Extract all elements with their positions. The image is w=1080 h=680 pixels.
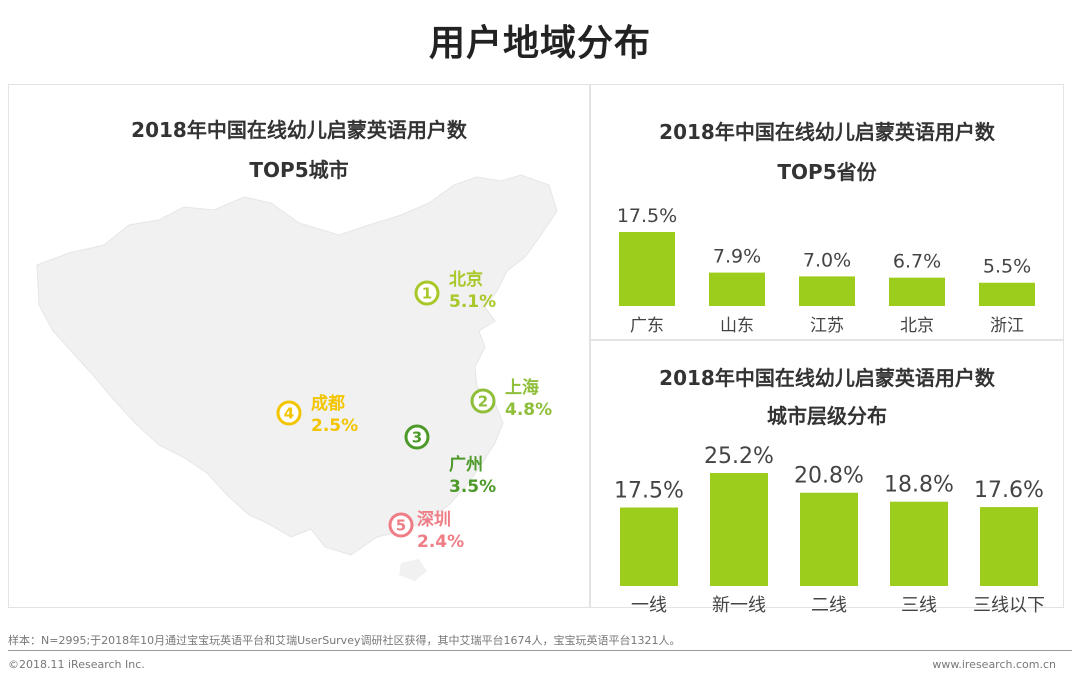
- city-rank-circle: [414, 280, 440, 306]
- bar-value-label: 20.8%: [794, 464, 864, 489]
- bar-value-label: 25.2%: [704, 444, 774, 469]
- bar-4: [890, 501, 948, 586]
- sample-footnote: 样本：N=2995;于2018年10月通过宝宝玩英语平台和艾瑞UserSurve…: [8, 634, 681, 647]
- bar-category-label: 三线: [901, 595, 937, 616]
- map-panel-title-line2: TOP5城市: [249, 158, 349, 182]
- city-rank: 1: [422, 285, 432, 303]
- city-rank: 3: [412, 429, 422, 447]
- bar-category-label: 三线以下: [973, 595, 1045, 616]
- bar-5: [979, 282, 1035, 306]
- hainan-island: [399, 559, 427, 581]
- bar-1: [619, 232, 675, 306]
- bar-5: [980, 507, 1038, 586]
- city-marker: 2 上海4.8%: [470, 377, 552, 420]
- city-name: 广州: [449, 454, 483, 475]
- bar-1: [620, 507, 678, 586]
- city-rank: 2: [478, 393, 488, 411]
- city-rank-circle: [470, 388, 496, 414]
- city-value: 5.1%: [449, 292, 496, 312]
- city-rank-circle: [388, 512, 414, 538]
- bar-value-label: 7.0%: [803, 249, 851, 271]
- province-chart-title-line2: TOP5省份: [777, 160, 877, 184]
- city-name: 深圳: [417, 509, 451, 530]
- city-name: 上海: [505, 377, 539, 398]
- map-panel-title-line1: 2018年中国在线幼儿启蒙英语用户数: [131, 118, 467, 142]
- bar-category-label: 新一线: [712, 595, 766, 616]
- city-rank: 4: [284, 405, 294, 423]
- bar-4: [889, 277, 945, 306]
- city-value: 2.5%: [311, 416, 358, 436]
- footer-copyright: ©2018.11 iResearch Inc.: [8, 658, 145, 671]
- bar-category-label: 山东: [720, 316, 754, 336]
- footer-website: www.iresearch.com.cn: [932, 658, 1056, 671]
- bar-value-label: 5.5%: [983, 256, 1031, 278]
- city-name: 北京: [449, 269, 483, 290]
- city-value: 4.8%: [505, 400, 552, 420]
- bar-category-label: 江苏: [810, 316, 844, 336]
- map-panel: 2018年中国在线幼儿启蒙英语用户数 TOP5城市 1 北京 5.1% 2 上海 4.8%…: [8, 84, 590, 608]
- tier-chart-title-line2: 城市层级分布: [767, 404, 887, 428]
- city-marker: 5 深圳2.4%: [388, 509, 464, 552]
- city-value: 3.5%: [449, 477, 496, 497]
- bar-category-label: 一线: [631, 595, 667, 616]
- bar-value-label: 6.7%: [893, 251, 941, 273]
- bar-category-label: 北京: [900, 316, 934, 336]
- china-map: 1 北京5.1% 2 上海4.8% 3 广州3.5% 4 成都2.5% 5 深圳2.4%: [36, 174, 558, 581]
- city-marker: 1 北京5.1%: [414, 269, 496, 312]
- province-chart-panel: 2018年中国在线幼儿启蒙英语用户数 TOP5省份 17.5% 广东 7.9% 山东 7…: [590, 84, 1064, 340]
- bar-category-label: 浙江: [990, 316, 1024, 336]
- city-rank-circle: [404, 424, 430, 450]
- city-rank-circle: [276, 400, 302, 426]
- city-marker: 4 成都2.5%: [276, 393, 358, 436]
- city-rank: 5: [396, 517, 406, 535]
- bar-value-label: 17.6%: [974, 478, 1044, 503]
- bar-value-label: 18.8%: [884, 473, 954, 498]
- page-title: 用户地域分布: [428, 23, 651, 64]
- province-bar-chart: 17.5% 广东 7.9% 山东 7.0% 江苏 6.7% 北京 5.5% 浙江: [617, 205, 1035, 336]
- china-map-shape: [36, 174, 558, 556]
- bar-3: [799, 276, 855, 306]
- bar-category-label: 广东: [630, 316, 664, 336]
- footer-divider: [8, 650, 1072, 651]
- tier-chart-panel: 2018年中国在线幼儿启蒙英语用户数 城市层级分布 17.5% 一线 25.2% 新一…: [590, 340, 1064, 616]
- bar-value-label: 17.5%: [617, 205, 677, 227]
- bar-2: [710, 473, 768, 586]
- province-chart-title-line1: 2018年中国在线幼儿启蒙英语用户数: [659, 120, 995, 144]
- tier-chart-title-line1: 2018年中国在线幼儿启蒙英语用户数: [659, 366, 995, 390]
- tier-bar-chart: 17.5% 一线 25.2% 新一线 20.8% 二线 18.8% 三线 17.6% 三线以下: [614, 444, 1045, 616]
- bar-value-label: 17.5%: [614, 479, 684, 504]
- bar-value-label: 7.9%: [713, 246, 761, 268]
- city-name: 成都: [311, 393, 345, 414]
- bar-2: [709, 272, 765, 306]
- city-value: 2.4%: [417, 532, 464, 552]
- bar-category-label: 二线: [811, 595, 847, 616]
- city-marker: 3 广州3.5%: [404, 424, 496, 497]
- bar-3: [800, 492, 858, 586]
